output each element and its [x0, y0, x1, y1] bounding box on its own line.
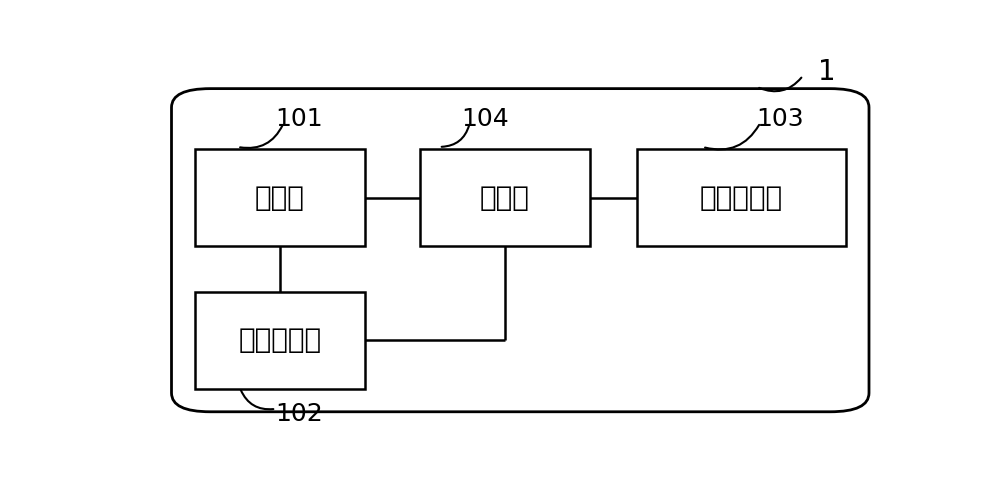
- Text: 锁存器: 锁存器: [480, 183, 530, 212]
- Text: 1: 1: [818, 58, 835, 86]
- Text: 雷达传感器: 雷达传感器: [700, 183, 783, 212]
- Text: 103: 103: [756, 107, 804, 131]
- FancyBboxPatch shape: [195, 291, 365, 389]
- FancyBboxPatch shape: [420, 149, 590, 246]
- Text: 104: 104: [462, 107, 509, 131]
- Text: 红外传感器: 红外传感器: [238, 326, 322, 354]
- FancyBboxPatch shape: [195, 149, 365, 246]
- FancyBboxPatch shape: [172, 89, 869, 412]
- Text: 101: 101: [276, 107, 323, 131]
- FancyBboxPatch shape: [637, 149, 846, 246]
- Text: 102: 102: [276, 402, 323, 426]
- Text: 控制器: 控制器: [255, 183, 305, 212]
